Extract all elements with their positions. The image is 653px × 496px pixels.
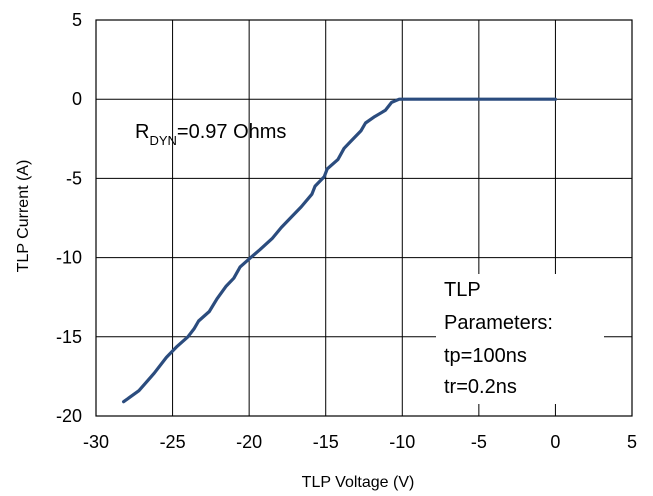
plot-area-frame (95, 19, 633, 417)
rdyn-annotation: RDYN=0.97 Ohms (135, 121, 286, 148)
y-tick-label: -20 (56, 406, 82, 426)
tlp-parameters-line-2: Parameters: (444, 312, 553, 334)
rdyn-value: =0.97 Ohms (177, 121, 287, 143)
x-tick-label: -10 (389, 432, 415, 452)
tlp-parameters-line-4: tr=0.2ns (444, 376, 517, 398)
y-tick-label: -10 (56, 248, 82, 268)
y-tick-label: -15 (56, 327, 82, 347)
x-axis-title: TLP Voltage (V) (302, 474, 415, 491)
x-tick-label: 5 (627, 432, 637, 452)
x-tick-label: -30 (83, 432, 109, 452)
y-tick-label: -5 (66, 168, 82, 188)
x-tick-label: -15 (313, 432, 339, 452)
x-tick-label: -25 (160, 432, 186, 452)
tlp-parameters-line-1: TLP (444, 279, 481, 301)
y-axis-tick-labels: 5 0 -5 -10 -15 -20 (56, 10, 82, 426)
series-layer (121, 97, 558, 404)
x-tick-label: -20 (236, 432, 262, 452)
y-tick-label: 5 (72, 10, 82, 30)
series-line (121, 97, 558, 404)
rdyn-prefix: R (135, 121, 149, 143)
x-axis-tick-labels: -30 -25 -20 -15 -10 -5 0 5 (83, 432, 637, 452)
x-tick-label: -5 (471, 432, 487, 452)
y-axis-title: TLP Current (A) (15, 160, 32, 273)
x-tick-label: 0 (550, 432, 560, 452)
tlp-parameters-box (436, 274, 604, 404)
y-tick-label: 0 (72, 89, 82, 109)
tlp-parameters-line-3: tp=100ns (444, 345, 527, 367)
rdyn-subscript: DYN (149, 133, 176, 148)
